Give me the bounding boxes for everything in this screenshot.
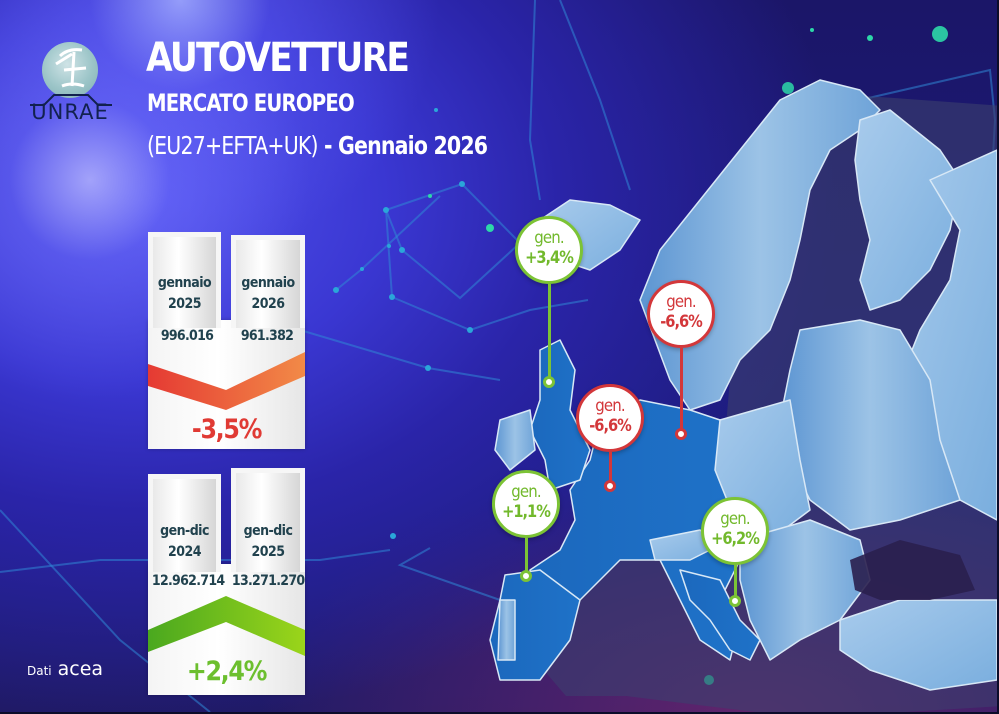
callout-label: gen. — [511, 482, 541, 502]
callout-label: gen. — [595, 396, 625, 416]
data-source: Dati acea — [27, 658, 104, 680]
callout-value: -6,6% — [660, 312, 703, 332]
right-value: 961.382 — [240, 328, 294, 344]
location-dot-icon — [675, 428, 687, 440]
unrae-logo: UNRAE — [20, 40, 120, 130]
callout-bubble: gen. -6,6% — [647, 280, 715, 348]
callout-label: gen. — [720, 509, 750, 529]
callout-label: gen. — [666, 292, 696, 312]
globe-icon — [42, 42, 98, 98]
location-dot-icon — [520, 570, 532, 582]
right-column: gen-dic 2025 — [231, 468, 305, 572]
callout-bubble: gen. +1,1% — [492, 470, 560, 538]
annual-comparison-card: gen-dic 2024 gen-dic 2025 12.962.714 13.… — [148, 466, 305, 695]
left-column: gennaio 2025 — [148, 232, 221, 328]
callout-bubble: gen. +3,4% — [515, 216, 583, 284]
right-value: 13.271.270 — [231, 573, 305, 589]
left-value: 12.962.714 — [151, 573, 225, 589]
monthly-comparison-card: gennaio 2025 gennaio 2026 996.016 961.38… — [148, 232, 305, 449]
callout-value: +1,1% — [502, 502, 551, 522]
right-period-label: gennaio — [241, 275, 295, 291]
callout-value: +3,4% — [525, 248, 574, 268]
location-dot-icon — [543, 376, 555, 388]
right-period-label: gen-dic — [243, 523, 293, 539]
location-dot-icon — [729, 595, 741, 607]
left-period-label: gen-dic — [160, 523, 209, 539]
logo-text: UNRAE — [31, 100, 109, 124]
scope-period: (EU27+EFTA+UK) - Gennaio 2026 — [147, 131, 488, 160]
callout-label: gen. — [534, 228, 564, 248]
left-period-year: 2024 — [168, 544, 201, 560]
callout-value: -6,6% — [589, 416, 632, 436]
callout-value: +6,2% — [711, 529, 760, 549]
right-period-year: 2026 — [251, 296, 285, 312]
location-dot-icon — [604, 480, 616, 492]
page-title: AUTOVETTURE — [146, 35, 410, 81]
right-period-year: 2025 — [251, 544, 285, 560]
left-period-label: gennaio — [157, 275, 212, 291]
callout-bubble: gen. +6,2% — [701, 497, 769, 565]
callout-bubble: gen. -6,6% — [576, 384, 644, 452]
left-column: gen-dic 2024 — [148, 474, 221, 572]
left-value: 996.016 — [160, 328, 214, 344]
change-percent: -3,5% — [191, 414, 262, 445]
down-chevron-icon — [148, 352, 305, 410]
left-period-year: 2025 — [168, 296, 201, 312]
page-subtitle: MERCATO EUROPEO — [147, 89, 355, 117]
up-chevron-icon — [148, 596, 305, 656]
right-column: gennaio 2026 — [231, 235, 305, 328]
separator: - — [317, 131, 339, 160]
scope-text: (EU27+EFTA+UK) — [147, 131, 319, 160]
acea-logo: acea — [57, 658, 104, 680]
period-text: Gennaio 2026 — [338, 131, 488, 160]
change-percent: +2,4% — [186, 656, 268, 687]
source-label: Dati — [27, 664, 52, 678]
